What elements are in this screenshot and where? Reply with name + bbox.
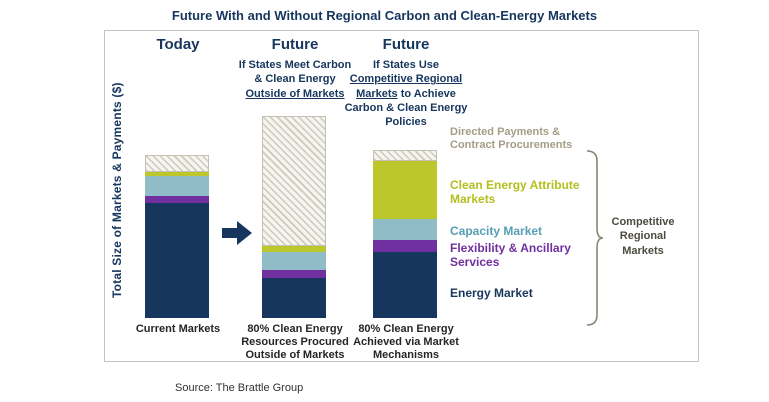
x-label-outside-markets: 80% Clean Energy Resources Procured Outs…	[241, 323, 349, 362]
subtitle-underlined-part: Markets	[356, 87, 398, 100]
segment-directed	[262, 115, 326, 247]
y-axis-label: Total Size of Markets & Payments ($)	[110, 82, 124, 298]
x-label-current-markets: Current Markets	[135, 323, 221, 335]
subtitle-line: If States Use	[372, 59, 440, 71]
source-credit: Source: The Brattle Group	[175, 382, 304, 394]
bar-current-markets	[145, 155, 209, 318]
legend-capacity-market: Capacity Market	[450, 224, 543, 238]
plot-frame	[104, 30, 699, 362]
subtitle-future-with-markets: If States Use Competitive Regional Marke…	[340, 58, 472, 129]
bracket-label: Competitive Regional Markets	[611, 216, 675, 257]
legend-flexibility-ancillary: Flexibility & Ancillary Services	[450, 241, 571, 270]
legend-clean-energy-attribute: Clean Energy Attribute Markets	[450, 178, 580, 207]
subtitle-line: & Clean Energy	[254, 73, 336, 86]
subtitle-line: Policies	[385, 116, 427, 129]
subtitle-plain-part: to Achieve	[397, 87, 456, 100]
chart-title: Future With and Without Regional Carbon …	[171, 8, 598, 23]
x-label-market-mechanisms: 80% Clean Energy Achieved via Market Mec…	[353, 323, 459, 362]
subtitle-line: Markets to Achieve	[340, 87, 472, 101]
column-header-today: Today	[156, 36, 200, 53]
column-header-future-with-markets: Future	[382, 36, 430, 53]
subtitle-future-no-markets: If States Meet Carbon & Clean Energy Out…	[224, 58, 366, 101]
transition-arrow-icon	[222, 221, 252, 250]
segment-capacity	[145, 176, 209, 196]
bar-clean-energy-outside-markets	[262, 115, 326, 318]
subtitle-line-underlined: Outside of Markets	[245, 87, 345, 100]
segment-flexibility	[145, 195, 209, 203]
segment-flexibility	[262, 270, 326, 279]
bar-clean-energy-via-markets	[373, 149, 437, 318]
segment-directed	[145, 155, 209, 172]
legend-energy-market: Energy Market	[450, 286, 533, 300]
segment-clean	[262, 246, 326, 253]
segment-capacity	[262, 252, 326, 271]
subtitle-line: Carbon & Clean Energy	[344, 101, 468, 114]
segment-energy	[373, 252, 437, 318]
subtitle-line: If States Meet Carbon	[238, 59, 352, 71]
segment-clean	[373, 161, 437, 220]
legend-directed-payments: Directed Payments & Contract Procurement…	[450, 126, 573, 152]
segment-clean	[145, 171, 209, 177]
subtitle-line-underlined: Competitive Regional	[349, 73, 463, 86]
segment-directed	[373, 149, 437, 162]
segment-capacity	[373, 219, 437, 241]
competitive-markets-bracket-icon	[584, 149, 604, 332]
segment-flexibility	[373, 240, 437, 252]
column-header-future-no-markets: Future	[271, 36, 319, 53]
segment-energy	[262, 278, 326, 318]
segment-energy	[145, 202, 209, 318]
